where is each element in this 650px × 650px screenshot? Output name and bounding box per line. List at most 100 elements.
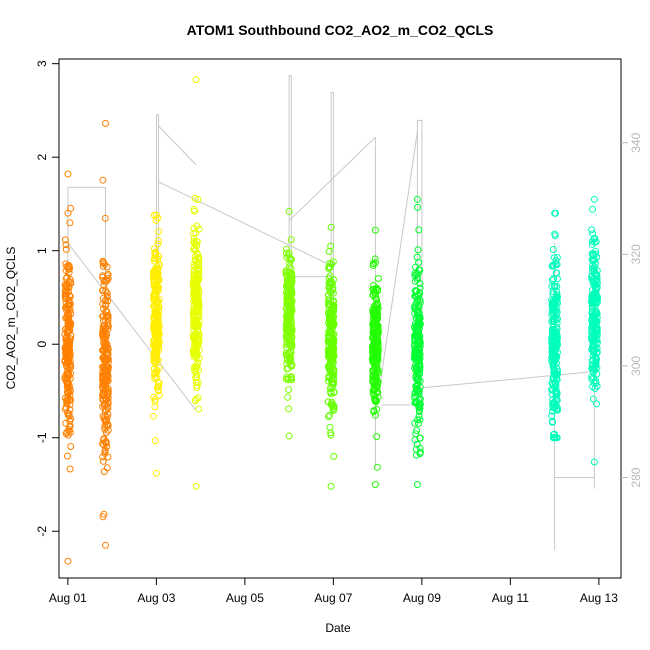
data-point [190,206,198,213]
data-point [285,317,293,325]
data-point [191,319,199,327]
data-point [287,305,295,313]
data-point [100,510,108,518]
data-point [154,287,161,295]
data-point [62,347,70,355]
x-tick-label: Aug 11 [492,591,529,605]
data-point [550,318,558,326]
data-point [327,390,335,398]
data-point [326,283,334,291]
data-point [593,292,600,300]
data-point [66,341,73,349]
data-point [373,463,381,471]
data-point [62,241,70,249]
data-point [372,373,380,381]
data-point [99,381,107,389]
data-point [589,325,597,333]
data-point [104,297,112,305]
data-point [550,374,558,382]
data-point [550,349,558,357]
data-point [193,323,201,331]
data-point [371,289,379,297]
data-point [191,194,199,202]
data-point [288,288,296,296]
data-point [151,328,159,336]
data-point-extreme [327,223,335,231]
data-point [100,365,108,373]
data-point [416,444,424,452]
data-point [103,312,111,320]
y2-axis: 280 300 320 340 [621,132,643,488]
data-point [63,273,71,281]
data-point [589,368,597,376]
data-point [371,366,379,374]
data-point [62,245,70,253]
data-point [287,265,295,273]
data-point [553,370,561,378]
data-point [102,406,110,414]
data-point [67,363,75,371]
x-tick-label: Aug 01 [49,591,87,605]
data-point [371,397,379,405]
data-point [550,275,558,283]
y-axis: -2 -1 0 1 2 3 [35,60,59,537]
data-point [415,303,423,310]
y2-line-segment-11 [416,119,423,366]
x-tick-label: Aug 07 [314,591,352,605]
data-point [99,453,107,461]
data-point [190,283,197,291]
data-point [415,318,423,326]
data-point [65,372,73,380]
data-point [416,280,424,287]
data-point [325,361,333,369]
data-point [325,349,333,357]
data-point [154,335,162,343]
data-point [63,383,71,391]
data-point [64,452,71,460]
data-point [326,259,334,267]
data-point [104,363,112,371]
data-point [548,308,556,316]
data-point [374,367,382,374]
data-point [548,339,556,347]
data-point [325,274,333,282]
data-point [329,289,337,297]
data-point [101,341,109,349]
data-point-extreme [192,76,200,84]
data-point [99,457,107,465]
data-point [588,373,596,381]
data-point-extreme [551,209,559,217]
data-point [373,338,381,346]
data-point [415,328,422,335]
data-point [288,376,296,384]
data-point-extreme [64,170,72,178]
data-point [285,249,293,257]
data-point [191,333,199,341]
data-point [550,365,558,373]
data-point [416,416,424,424]
y2-tick-label: 300 [629,356,643,376]
data-point [590,379,598,387]
data-point [284,332,292,340]
data-point [65,321,73,329]
data-point [155,237,162,245]
data-point [288,269,296,277]
data-point [288,325,296,333]
data-point [552,390,560,398]
data-point [590,235,598,243]
data-point [327,314,335,322]
data-point [61,236,69,244]
data-point [103,377,111,384]
data-point [155,379,163,387]
y2-tick-label: 280 [629,467,643,487]
data-point [328,371,336,379]
data-point [195,332,203,340]
data-point [328,344,336,352]
data-point [150,275,158,283]
data-point [62,419,70,427]
data-point [284,294,292,302]
data-point [150,270,157,278]
data-point [330,406,338,414]
data-point [411,355,418,363]
